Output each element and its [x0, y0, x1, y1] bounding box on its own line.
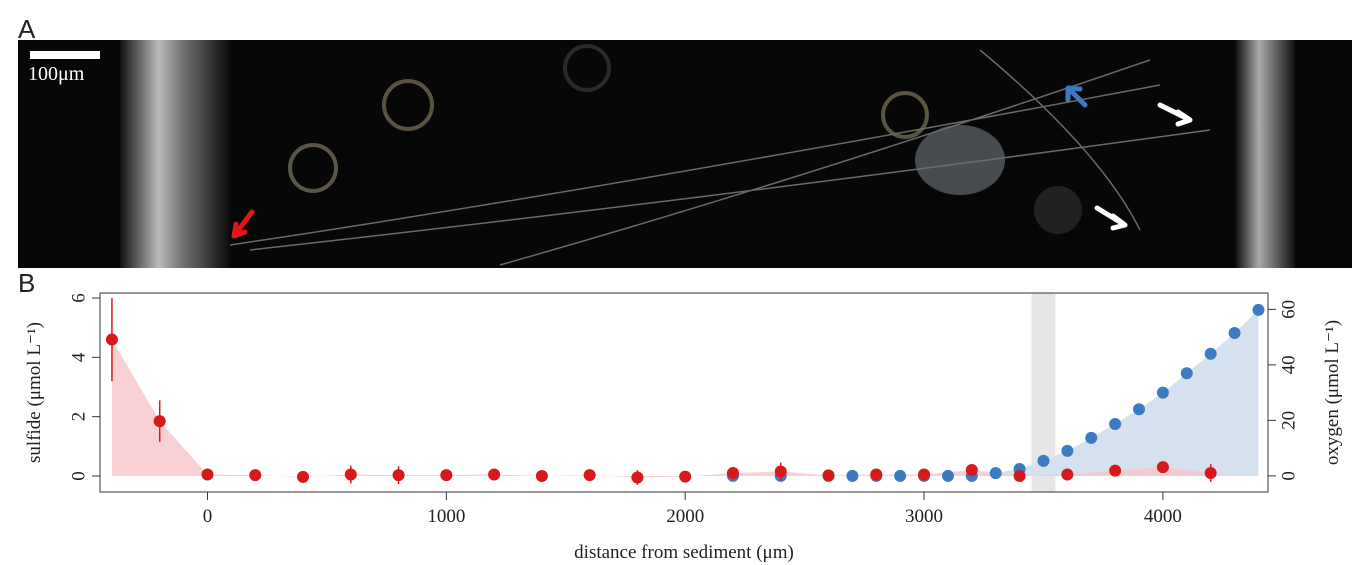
- y2-tick-label: 20: [1278, 411, 1299, 430]
- point: [1085, 432, 1097, 444]
- point: [1109, 418, 1121, 430]
- point: [918, 469, 930, 481]
- y2-tick-label: 60: [1278, 300, 1299, 319]
- point: [775, 466, 787, 478]
- y2-axis-label: oxygen (μmol L⁻¹): [1322, 320, 1343, 465]
- x-tick-label: 3000: [905, 506, 943, 527]
- point: [488, 469, 500, 481]
- point: [1229, 327, 1241, 339]
- point: [846, 470, 858, 482]
- point: [1037, 455, 1049, 467]
- micrograph: 100μm: [18, 40, 1352, 268]
- point: [1205, 467, 1217, 479]
- point: [1109, 465, 1121, 477]
- point: [679, 471, 691, 483]
- point: [1157, 387, 1169, 399]
- point: [584, 469, 596, 481]
- point: [1061, 469, 1073, 481]
- figure: A 100μm B 0100020003000400002460204060di…: [0, 0, 1352, 565]
- point: [249, 469, 261, 481]
- point: [990, 467, 1002, 479]
- point: [440, 469, 452, 481]
- y-tick-label: 6: [68, 293, 89, 303]
- x-tick-label: 2000: [666, 506, 704, 527]
- y2-tick-label: 40: [1278, 355, 1299, 374]
- point: [297, 471, 309, 483]
- point: [106, 334, 118, 346]
- point: [894, 470, 906, 482]
- area: [733, 310, 1258, 476]
- scale-bar-label: 100μm: [28, 63, 85, 85]
- point: [1133, 403, 1145, 415]
- point: [201, 469, 213, 481]
- panel-label: B: [18, 268, 35, 298]
- point: [1157, 461, 1169, 473]
- point: [942, 470, 954, 482]
- y2-tick-label: 0: [1278, 471, 1299, 481]
- x-tick-label: 0: [203, 506, 213, 527]
- point: [1181, 367, 1193, 379]
- point: [345, 469, 357, 481]
- point: [1252, 304, 1264, 316]
- point: [1205, 348, 1217, 360]
- x-tick-label: 4000: [1144, 506, 1182, 527]
- panel-label: A: [18, 14, 36, 44]
- point: [536, 470, 548, 482]
- y-tick-label: 2: [68, 412, 89, 422]
- point: [631, 471, 643, 483]
- x-tick-label: 1000: [427, 506, 465, 527]
- y-axis-label: sulfide (μmol L⁻¹): [24, 322, 45, 463]
- x-axis-label: distance from sediment (μm): [574, 542, 794, 563]
- point: [823, 469, 835, 481]
- y-tick-label: 4: [68, 352, 89, 362]
- y-tick-label: 0: [68, 471, 89, 481]
- point: [870, 469, 882, 481]
- point: [393, 469, 405, 481]
- point: [1061, 445, 1073, 457]
- point: [154, 415, 166, 427]
- point: [1014, 470, 1026, 482]
- point: [966, 464, 978, 476]
- point: [727, 467, 739, 479]
